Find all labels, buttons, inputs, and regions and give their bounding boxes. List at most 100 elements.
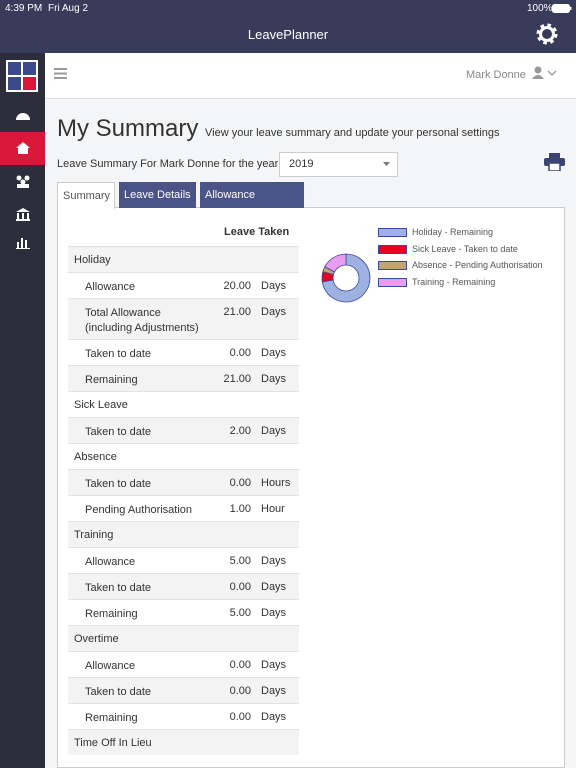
battery-icon <box>552 4 572 13</box>
year-label: Leave Summary For Mark Donne for the yea… <box>57 158 279 170</box>
table-row: Allowance 0.00 Days <box>68 651 299 677</box>
row-unit: Days <box>261 555 287 567</box>
table-row: Pending Authorisation 1.00 Hour <box>68 495 299 521</box>
page-heading: My Summary <box>57 115 199 142</box>
row-value: 0.00 <box>229 477 251 489</box>
table-row: Taken to date 0.00 Days <box>68 339 299 365</box>
logo <box>6 60 38 92</box>
row-label: Pending Authorisation <box>85 504 193 516</box>
year-select[interactable] <box>279 152 398 177</box>
table-row: Holiday <box>68 246 299 272</box>
table-row: Taken to date 0.00 Days <box>68 677 299 703</box>
row-unit: Days <box>261 607 287 619</box>
top-bar <box>0 0 576 53</box>
row-unit: Days <box>261 373 287 385</box>
row-value: 5.00 <box>229 607 251 619</box>
row-unit: Days <box>261 711 287 723</box>
row-value: 20.00 <box>223 280 251 292</box>
row-unit: Days <box>261 581 287 593</box>
section-title: Overtime <box>74 633 119 645</box>
row-label: Remaining <box>85 712 138 724</box>
section-title: Time Off In Lieu <box>74 737 152 749</box>
legend-swatch <box>378 228 407 237</box>
donut-segment <box>324 253 347 273</box>
sidebar <box>0 53 45 768</box>
row-value: 0.00 <box>229 581 251 593</box>
row-unit: Days <box>261 280 287 292</box>
legend-label: Training - Remaining <box>412 276 496 287</box>
table-row: Remaining 5.00 Days <box>68 599 299 625</box>
status-battery: 100% <box>527 3 553 14</box>
legend-swatch <box>378 261 407 270</box>
tab[interactable]: Allowance Changes <box>200 182 304 227</box>
row-label: Taken to date <box>85 348 152 360</box>
row-label: Taken to date <box>85 686 152 698</box>
status-time: 4:39 PM <box>5 3 43 14</box>
legend-label: Absence - Pending Authorisation <box>412 260 543 270</box>
status-date: Fri Aug 2 <box>48 3 89 14</box>
table-row: Allowance 5.00 Days <box>68 547 299 573</box>
donut-chart <box>321 253 371 303</box>
section-title: Training <box>74 529 114 541</box>
row-value: 5.00 <box>229 555 251 567</box>
section-title: Holiday <box>74 254 111 266</box>
legend-swatch <box>378 244 407 254</box>
row-label: Allowance <box>85 556 136 568</box>
page-subheading: View your leave summary and update your … <box>205 127 500 139</box>
user-menu-icon[interactable] <box>531 66 558 80</box>
table-row: Absence <box>68 443 299 469</box>
select-arrow <box>383 162 390 166</box>
table-row: Taken to date 0.00 Hours <box>68 469 299 495</box>
row-label: Taken to date <box>85 426 152 438</box>
row-value: 0.00 <box>229 347 251 359</box>
row-value: 0.00 <box>229 685 251 697</box>
row-value: 21.00 <box>223 373 251 385</box>
table-row: Time Off In Lieu <box>68 729 299 755</box>
legend-swatch <box>378 277 407 287</box>
legend-label: Sick Leave - Taken to date <box>412 243 518 254</box>
table-row: Remaining 0.00 Days <box>68 703 299 729</box>
section-title: Absence <box>74 451 117 463</box>
table-row: Taken to date 2.00 Days <box>68 417 299 443</box>
tab[interactable]: Leave Details <box>119 182 196 208</box>
row-label: Taken to date <box>85 478 152 490</box>
row-label: Allowance <box>85 660 136 672</box>
section-title: Sick Leave <box>74 399 128 411</box>
row-unit: Days <box>261 306 287 318</box>
row-unit: Days <box>261 685 287 697</box>
row-unit: Hours <box>261 477 291 489</box>
donut-segment <box>321 253 371 303</box>
table-row: Remaining 21.00 Days <box>68 365 299 391</box>
row-unit: Days <box>261 347 287 359</box>
row-label: Remaining <box>85 608 138 620</box>
row-value: 21.00 <box>223 306 251 318</box>
row-label: Total Allowance (including Adjustments) <box>85 307 199 334</box>
row-unit: Days <box>261 659 287 671</box>
row-value: 0.00 <box>229 711 251 723</box>
app-title: LeavePlanner <box>247 27 329 42</box>
print-button[interactable] <box>544 153 565 171</box>
row-label: Allowance <box>85 281 136 293</box>
legend-label: Holiday - Remaining <box>412 227 494 237</box>
table-row: Overtime <box>68 625 299 651</box>
header-bar <box>45 53 576 99</box>
row-label: Remaining <box>85 374 138 386</box>
table-header: Leave Taken <box>224 226 290 238</box>
menu-button[interactable] <box>54 68 67 79</box>
row-label: Taken to date <box>85 582 152 594</box>
nav-icons[interactable] <box>14 108 32 258</box>
row-value: 2.00 <box>229 425 251 437</box>
user-name[interactable]: Mark Donne <box>466 69 526 81</box>
table-row: Allowance 20.00 Days <box>68 272 299 298</box>
year-value: 2019 <box>289 158 314 170</box>
row-unit: Hour <box>261 503 285 515</box>
table-row: Training <box>68 521 299 547</box>
row-value: 0.00 <box>229 659 251 671</box>
row-unit: Days <box>261 425 287 437</box>
table-row: Total Allowance (including Adjustments) 2… <box>68 298 299 339</box>
settings-button[interactable] <box>535 22 559 46</box>
table-row: Sick Leave <box>68 391 299 417</box>
row-value: 1.00 <box>229 503 251 515</box>
tab[interactable]: Summary <box>57 182 115 209</box>
